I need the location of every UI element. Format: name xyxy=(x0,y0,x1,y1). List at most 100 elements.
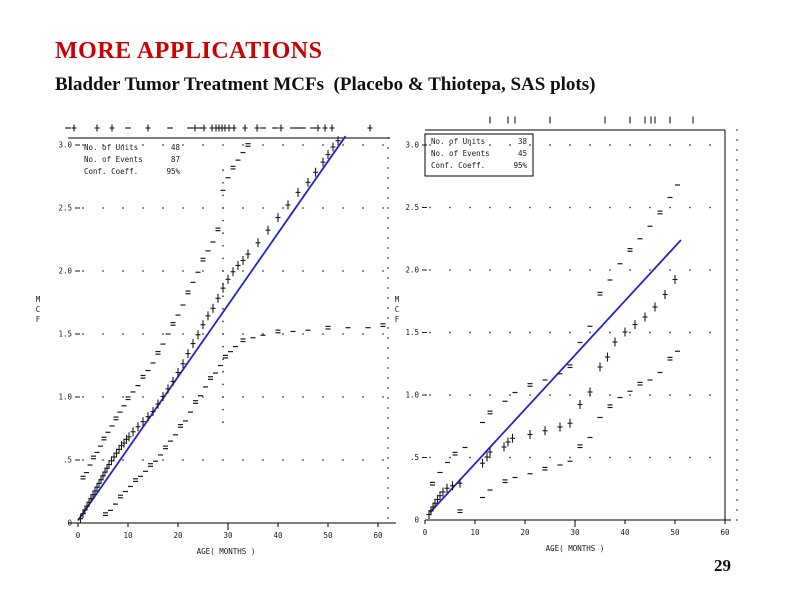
grid-dot xyxy=(569,269,571,271)
grid-dot xyxy=(387,297,389,299)
grid-dot xyxy=(242,333,244,335)
grid-dot xyxy=(302,459,304,461)
grid-dot xyxy=(102,396,104,398)
y-tick-label: 3.0 xyxy=(405,141,419,150)
grid-dot xyxy=(387,307,389,309)
grid-dot xyxy=(262,270,264,272)
grid-dot xyxy=(736,389,738,391)
grid-dot xyxy=(387,377,389,379)
grid-dot xyxy=(387,287,389,289)
grid-dot xyxy=(302,270,304,272)
grid-dot xyxy=(736,319,738,321)
grid-dot xyxy=(549,456,551,459)
grid-dot xyxy=(736,129,738,131)
grid-dot xyxy=(322,396,324,398)
grid-dot xyxy=(382,270,384,272)
x-axis-title: AGE( MONTHS ) xyxy=(546,544,605,553)
grid-dot xyxy=(222,169,224,172)
y-tick-label: 0 xyxy=(414,516,419,525)
legend-box xyxy=(424,133,534,177)
grid-dot xyxy=(709,331,711,334)
grid-dot xyxy=(382,207,384,209)
grid-dot xyxy=(282,144,284,146)
placebo-mcf-plot: 0 10 20 30 40 50 60 0 .5 1.0 1.5 2.0 2.5 3.0 AGE( MONT… xyxy=(28,112,400,572)
grid-dot xyxy=(302,333,304,335)
grid-dot xyxy=(242,144,244,146)
grid-dot xyxy=(342,333,344,335)
grid-dot xyxy=(569,144,571,146)
grid-dot xyxy=(736,449,738,451)
grid-dot xyxy=(222,383,224,386)
x-tick-label: 60 xyxy=(720,528,730,537)
grid-dot xyxy=(736,169,738,171)
grid-dot xyxy=(387,157,389,159)
grid-dot xyxy=(509,269,511,271)
grid-dot xyxy=(142,144,144,146)
grid-dot xyxy=(387,387,389,389)
grid-dot xyxy=(282,459,284,461)
grid-dot xyxy=(387,317,389,319)
grid-dot xyxy=(202,396,204,398)
grid-dot xyxy=(629,144,631,146)
y-axis-title: F xyxy=(36,315,41,324)
grid-dot xyxy=(529,144,531,146)
legend-label: Conf. Coeff. xyxy=(84,167,138,176)
grid-dot xyxy=(82,459,84,461)
grid-dot xyxy=(222,270,224,272)
grid-dot xyxy=(382,396,384,398)
grid-dot xyxy=(387,407,389,409)
grid-dot xyxy=(669,144,671,146)
grid-dot xyxy=(102,270,104,272)
grid-dot xyxy=(322,144,324,146)
grid-dot xyxy=(222,396,224,398)
grid-dot xyxy=(342,207,344,209)
grid-dot xyxy=(736,349,738,351)
grid-dot xyxy=(736,409,738,411)
grid-dot xyxy=(689,206,691,209)
grid-dot xyxy=(262,396,264,398)
grid-dot xyxy=(222,333,224,335)
grid-dot xyxy=(222,207,224,209)
grid-dot xyxy=(669,269,671,271)
grid-dot xyxy=(589,144,591,146)
grid-dot xyxy=(669,206,671,209)
page-title: MORE APPLICATIONS xyxy=(55,38,323,64)
grid-dot xyxy=(387,487,389,489)
grid-dot xyxy=(222,295,224,298)
grid-dot xyxy=(429,206,431,209)
grid-dot xyxy=(82,396,84,398)
grid-dot xyxy=(362,207,364,209)
grid-dot xyxy=(509,456,511,459)
x-tick-label: 10 xyxy=(123,531,133,540)
grid-dot xyxy=(589,206,591,209)
legend-label: No. of Events xyxy=(84,155,143,164)
grid-dot xyxy=(736,459,738,461)
slide-subtitle: Bladder Tumor Treatment MCFs (Placebo & … xyxy=(55,74,596,95)
grid-dot xyxy=(549,331,551,334)
grid-dot xyxy=(387,267,389,269)
grid-dot xyxy=(362,459,364,461)
grid-dot xyxy=(387,507,389,509)
grid-dot xyxy=(736,179,738,181)
grid-dot xyxy=(342,144,344,146)
grid-dot xyxy=(162,144,164,146)
y-tick-label: .5 xyxy=(410,453,419,462)
x-tick-label: 30 xyxy=(223,531,233,540)
grid-dot xyxy=(489,144,491,146)
grid-dot xyxy=(736,429,738,431)
grid-dot xyxy=(382,459,384,461)
grid-dot xyxy=(122,396,124,398)
grid-dot xyxy=(589,269,591,271)
grid-dot xyxy=(262,207,264,209)
grid-dot xyxy=(387,357,389,359)
grid-dot xyxy=(736,279,738,281)
y-tick-label: 1.0 xyxy=(58,393,72,402)
y-tick-label: 2.0 xyxy=(58,267,72,276)
grid-dot xyxy=(142,270,144,272)
grid-dot xyxy=(489,456,491,459)
grid-dot xyxy=(382,333,384,335)
grid-dot xyxy=(387,337,389,339)
grid-dot xyxy=(387,447,389,449)
grid-dot xyxy=(629,269,631,271)
x-tick-label: 20 xyxy=(173,531,183,540)
